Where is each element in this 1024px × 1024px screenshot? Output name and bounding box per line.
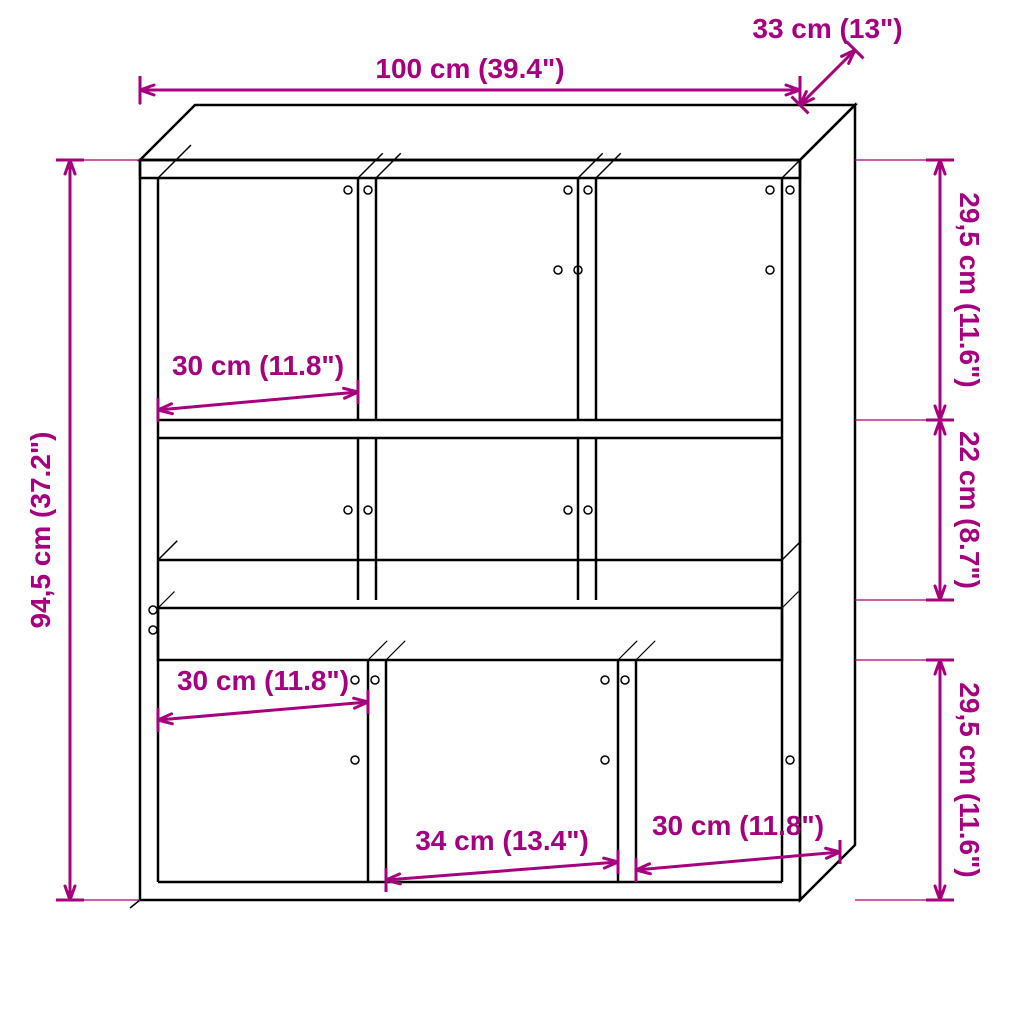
svg-text:30 cm (11.8"): 30 cm (11.8") bbox=[177, 665, 349, 696]
svg-text:29,5 cm (11.6"): 29,5 cm (11.6") bbox=[954, 192, 985, 387]
svg-text:29,5 cm (11.6"): 29,5 cm (11.6") bbox=[954, 682, 985, 877]
svg-text:30 cm (11.8"): 30 cm (11.8") bbox=[172, 350, 344, 381]
svg-text:94,5 cm (37.2"): 94,5 cm (37.2") bbox=[25, 432, 56, 629]
svg-text:30 cm (11.8"): 30 cm (11.8") bbox=[652, 810, 824, 841]
svg-text:100 cm (39.4"): 100 cm (39.4") bbox=[375, 53, 564, 84]
svg-text:33 cm (13"): 33 cm (13") bbox=[752, 13, 902, 44]
svg-text:34 cm (13.4"): 34 cm (13.4") bbox=[415, 825, 589, 856]
svg-text:22 cm (8.7"): 22 cm (8.7") bbox=[954, 431, 985, 589]
